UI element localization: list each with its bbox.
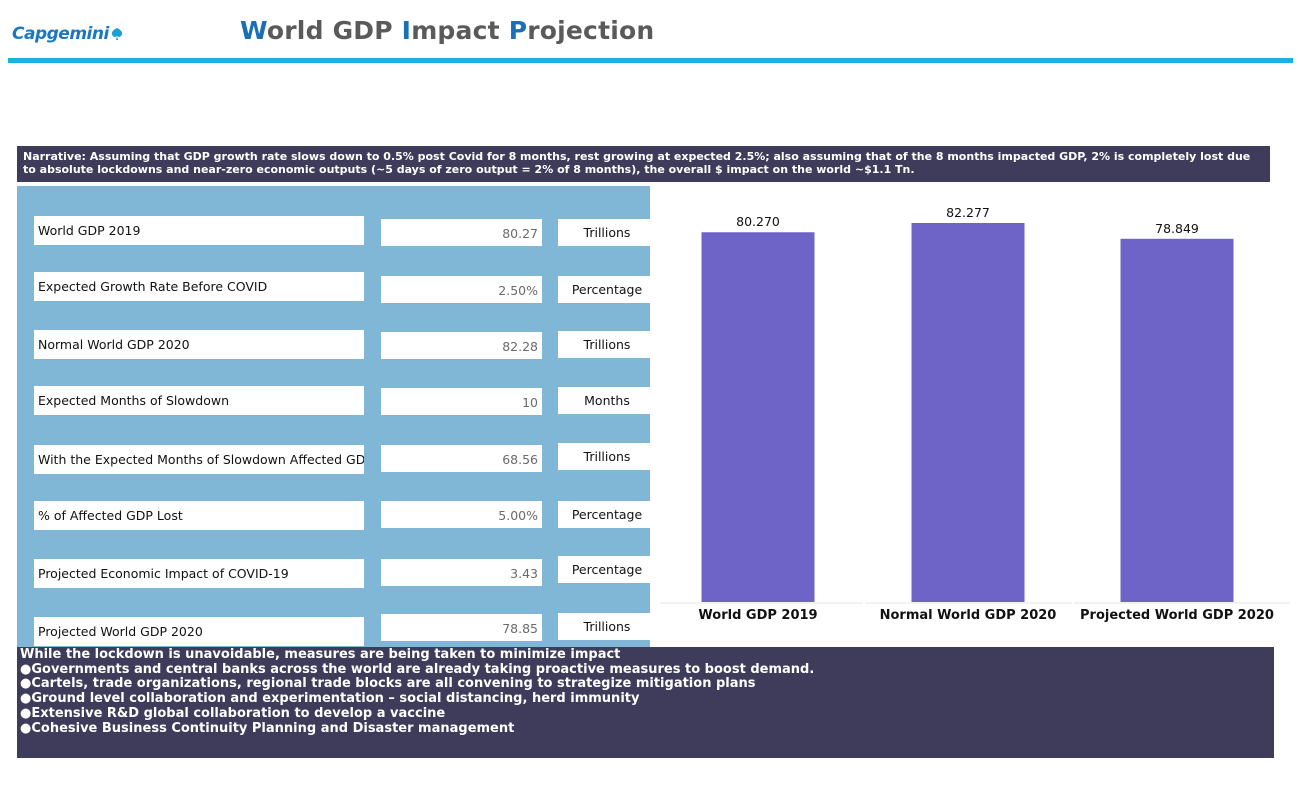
bar-data-label: 78.849	[1155, 221, 1199, 236]
input-value-cell[interactable]: 82.28	[381, 332, 542, 359]
gdp-bar-chart: 80.270 World GDP 2019 82.277 Normal World G…	[650, 186, 1300, 648]
measures-bullet: ●Ground level collaboration and experime…	[20, 691, 640, 707]
input-label: Projected Economic Impact of COVID-19	[34, 559, 364, 588]
bar-2	[911, 223, 1025, 602]
input-unit-cell: Trillions	[558, 443, 656, 470]
bar-data-label: 80.270	[736, 214, 780, 229]
page-title: World GDP Impact Projection	[240, 16, 654, 45]
measures-box: While the lockdown is unavoidable, measu…	[17, 647, 1274, 758]
input-label: World GDP 2019	[34, 216, 364, 245]
input-value-cell[interactable]: 78.85	[381, 614, 542, 641]
bar-1	[701, 232, 815, 602]
input-unit-cell: Trillions	[558, 331, 656, 358]
measures-bullet: ●Extensive R&D global collaboration to d…	[20, 705, 446, 721]
input-label: Normal World GDP 2020	[34, 330, 364, 359]
input-unit-cell: Percentage	[558, 501, 656, 528]
title-part-1: World GDP	[240, 16, 402, 45]
bar-chart-svg: 80.270 World GDP 2019 82.277 Normal World G…	[660, 205, 1290, 623]
measures-bullet: ●Cartels, trade organizations, regional …	[20, 676, 756, 692]
input-unit-cell: Trillions	[558, 219, 656, 246]
input-value-cell[interactable]: 3.43	[381, 559, 542, 586]
input-unit-cell: Months	[558, 387, 656, 414]
narrative-box: Narrative: Assuming that GDP growth rate…	[17, 146, 1270, 182]
bar-3	[1120, 238, 1234, 602]
input-value-cell[interactable]: 5.00%	[381, 501, 542, 528]
title-divider	[8, 58, 1293, 63]
logo-text: Capgemini	[12, 24, 109, 44]
capgemini-logo: Capgemini	[12, 24, 124, 44]
measures-intro: While the lockdown is unavoidable, measu…	[20, 647, 621, 662]
input-label: With the Expected Months of Slowdown Aff…	[34, 445, 364, 474]
measures-bullet: ●Governments and central banks across th…	[20, 661, 815, 677]
inputs-panel: World GDP 2019 80.27 Trillions Expected …	[17, 186, 656, 648]
input-unit-cell: Percentage	[558, 276, 656, 303]
input-label: Expected Growth Rate Before COVID	[34, 272, 364, 301]
title-part-2: Impact	[401, 16, 509, 45]
input-label: Projected World GDP 2020	[34, 617, 364, 646]
spade-logo-icon	[111, 28, 123, 40]
input-value-cell[interactable]: 10	[381, 388, 542, 415]
measures-bullet: ●Cohesive Business Continuity Planning a…	[20, 720, 515, 736]
input-value-cell[interactable]: 68.56	[381, 445, 542, 472]
category-label: Normal World GDP 2020	[880, 608, 1057, 623]
title-part-3: Projection	[508, 16, 655, 45]
bar-data-label: 82.277	[946, 205, 990, 220]
input-unit-cell: Trillions	[558, 613, 656, 640]
category-label: Projected World GDP 2020	[1080, 608, 1274, 623]
input-unit-cell: Percentage	[558, 556, 656, 583]
category-label: World GDP 2019	[698, 608, 817, 623]
input-value-cell[interactable]: 2.50%	[381, 276, 542, 303]
input-label: Expected Months of Slowdown	[34, 386, 364, 415]
input-value-cell[interactable]: 80.27	[381, 219, 542, 246]
input-label: % of Affected GDP Lost	[34, 501, 364, 530]
